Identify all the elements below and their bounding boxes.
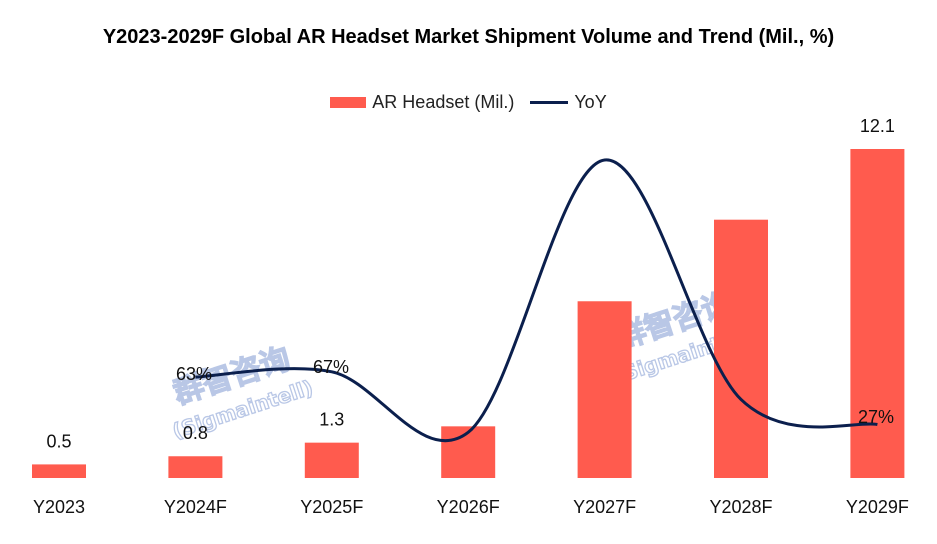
x-tick-label: Y2023 xyxy=(33,497,85,517)
bar xyxy=(304,442,359,478)
yoy-data-label: 63% xyxy=(176,364,212,384)
legend-item-bar: AR Headset (Mil.) xyxy=(330,92,514,113)
x-tick-label: Y2026F xyxy=(437,497,500,517)
x-tick-label: Y2027F xyxy=(573,497,636,517)
legend: AR Headset (Mil.) YoY xyxy=(0,92,937,113)
x-tick-label: Y2025F xyxy=(300,497,363,517)
yoy-line xyxy=(195,158,878,443)
bar xyxy=(714,219,768,478)
bar xyxy=(168,456,223,478)
x-tick-label: Y2028F xyxy=(709,497,772,517)
bar xyxy=(441,426,496,478)
bar-data-label: 0.5 xyxy=(46,431,71,451)
legend-swatch-bar xyxy=(330,97,367,108)
x-axis-ticks: Y2023 Y2024F Y2025F Y2026F Y2027F Y2028F Y2029… xyxy=(33,497,909,517)
watermark-group: 群智咨询(Sigmaintell)群智咨询(Sigmaintell) xyxy=(169,286,759,444)
bar xyxy=(32,464,86,478)
bar-series xyxy=(32,149,905,478)
legend-item-line: YoY xyxy=(530,92,607,113)
bar xyxy=(577,301,632,478)
bar-data-label: 12.1 xyxy=(860,116,895,136)
bar-data-label: 1.3 xyxy=(319,410,344,430)
yoy-data-label: 67% xyxy=(313,357,349,377)
legend-label-line: YoY xyxy=(574,92,607,112)
legend-swatch-line xyxy=(530,101,569,104)
bar-data-label: 0.8 xyxy=(183,423,208,443)
watermark: 群智咨询(Sigmaintell) xyxy=(169,341,317,444)
data-labels: 0.5 0.8 1.3 12.1 63% 67% 27% xyxy=(46,116,894,451)
chart-title: Y2023-2029F Global AR Headset Market Shi… xyxy=(102,26,835,48)
yoy-series xyxy=(195,158,878,443)
bar xyxy=(850,149,905,478)
x-tick-label: Y2029F xyxy=(846,497,909,517)
x-tick-label: Y2024F xyxy=(164,497,227,517)
legend-label-bar: AR Headset (Mil.) xyxy=(372,92,515,112)
yoy-data-label: 27% xyxy=(858,407,894,427)
